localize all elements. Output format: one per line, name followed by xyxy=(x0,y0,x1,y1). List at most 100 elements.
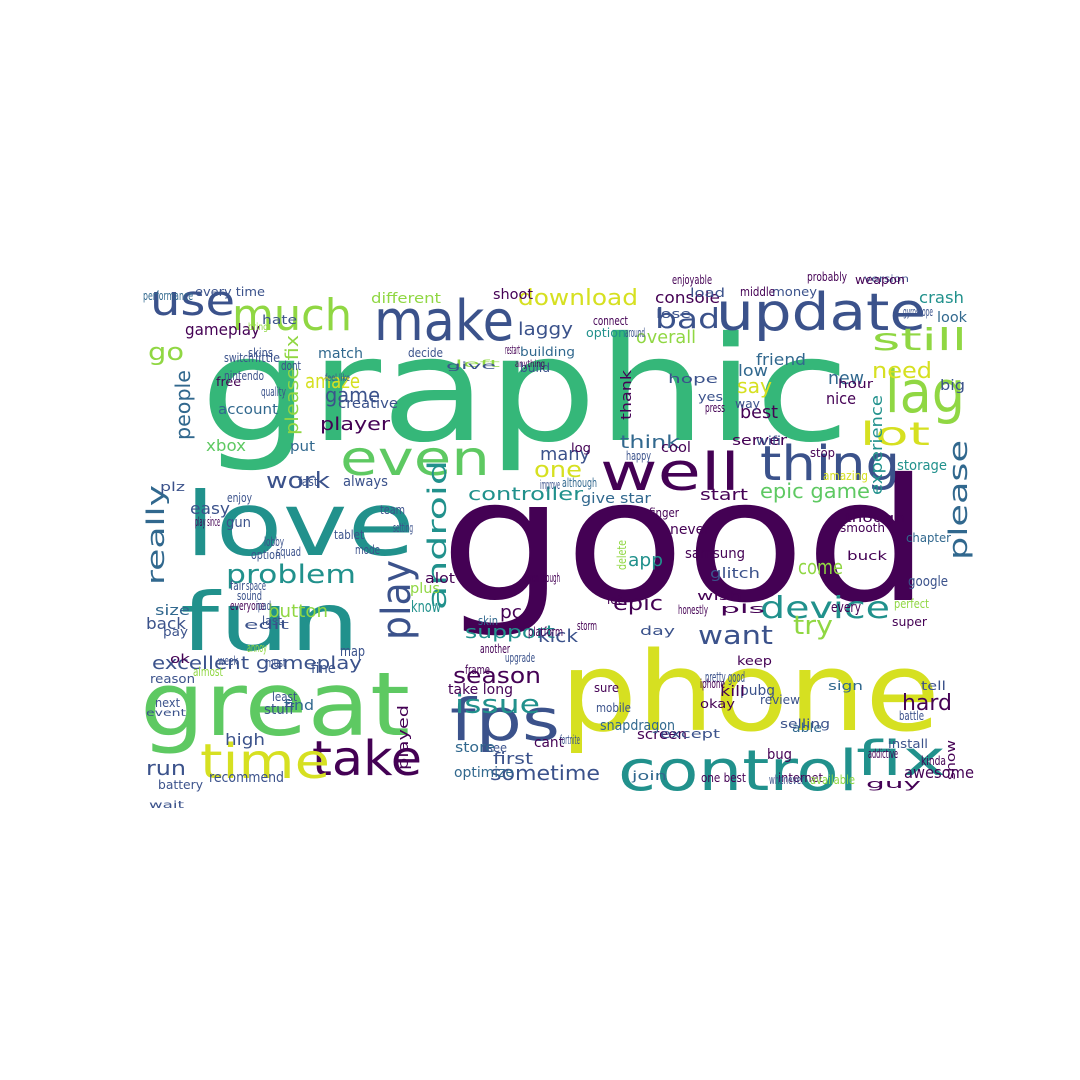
word-around: around xyxy=(625,326,645,340)
word-app: app xyxy=(628,550,663,571)
word-map: map xyxy=(340,644,365,660)
word-fun: fun xyxy=(180,576,360,669)
word-mode: mode xyxy=(355,543,380,557)
word-never: never xyxy=(670,522,710,538)
word-keep: keep xyxy=(737,654,772,668)
word-perfect: perfect xyxy=(894,597,929,611)
word-lag: lag xyxy=(885,358,965,426)
word-pc: pc xyxy=(500,602,522,623)
word-decide: decide xyxy=(408,346,443,360)
word-super: super xyxy=(892,615,927,629)
word-crash: crash xyxy=(919,288,964,307)
word-switch: switch xyxy=(224,351,254,365)
word-know: know xyxy=(411,597,441,616)
word-download: download xyxy=(518,286,638,311)
word-samsung: samsung xyxy=(685,546,745,562)
word-season: season xyxy=(453,664,541,689)
word-gameplay: gameplay xyxy=(185,320,260,339)
word-people: people xyxy=(171,370,195,440)
word-hope: hope xyxy=(668,372,718,386)
word-fortnite: fortnite xyxy=(560,733,580,747)
word-version: version xyxy=(864,274,909,285)
word-play: play xyxy=(374,560,420,640)
word-epic-game: epic game xyxy=(760,479,870,503)
word-log: log xyxy=(571,441,591,455)
word-need: need xyxy=(872,359,932,384)
word-console: console xyxy=(655,288,720,307)
word-selling: selling xyxy=(780,717,830,731)
word-xbox: xbox xyxy=(206,436,246,455)
word-size: size xyxy=(155,603,190,619)
word-really: really xyxy=(142,485,170,585)
word-pls: pls xyxy=(720,602,765,616)
word-skins: skins xyxy=(248,346,273,360)
word-easy: easy xyxy=(190,499,230,518)
word-join: join xyxy=(630,769,667,783)
word-left: left xyxy=(455,359,500,370)
word-building: building xyxy=(520,345,575,359)
word-tell: tell xyxy=(921,679,946,693)
word-internet: internet xyxy=(778,771,823,785)
word-frame: frame xyxy=(465,663,490,677)
word-alot: alot xyxy=(425,571,456,587)
word-epic: epic xyxy=(613,591,663,615)
word-game: game xyxy=(325,383,380,407)
word-connect: connect xyxy=(593,314,628,328)
word-great: great xyxy=(140,653,410,756)
word-fine: fine xyxy=(311,661,336,677)
word-team: team xyxy=(380,503,405,517)
word-fix: fix xyxy=(856,731,946,787)
word-store: store xyxy=(455,740,495,756)
word-give-star: give star xyxy=(581,491,651,507)
word-lobby: lobby xyxy=(264,535,284,549)
word-phone: phone xyxy=(560,628,940,756)
word-excellent-gameplay: excellent gameplay xyxy=(152,653,362,674)
word-pretty-good: pretty good xyxy=(705,670,745,686)
word-sure: sure xyxy=(594,681,619,695)
word-option: option xyxy=(251,548,281,562)
word-plus: plus xyxy=(410,581,440,597)
word-account: account xyxy=(218,402,279,418)
word-see: see xyxy=(487,741,507,755)
word-whenever: whenever xyxy=(769,773,804,787)
word-let: let xyxy=(607,593,622,607)
word-stuff: stuff xyxy=(264,702,294,718)
word-though: though xyxy=(845,511,905,525)
word-think: think xyxy=(620,432,681,453)
word-guy: guy xyxy=(866,777,921,791)
word-day: day xyxy=(640,624,675,638)
word-nintendo: nintendo xyxy=(224,369,264,383)
word-good: good xyxy=(440,443,930,641)
word-first: first xyxy=(493,749,533,768)
word-upgrade: upgrade xyxy=(505,651,535,665)
word-play-since: play since xyxy=(195,515,220,529)
word-even-though: even though xyxy=(525,571,560,585)
word-love: love xyxy=(185,473,415,576)
word-sign: sign xyxy=(828,679,863,693)
word-improve: improve xyxy=(540,478,560,492)
word-please-fix: please fix xyxy=(282,335,303,435)
word-annoy: annoy xyxy=(247,641,267,655)
word-bug: bug xyxy=(767,747,792,763)
word-sometime: sometime xyxy=(490,761,600,785)
word-pubg: pubg xyxy=(740,683,775,699)
word-free: free xyxy=(216,375,241,389)
word-please: please xyxy=(944,440,974,560)
word-buck: buck xyxy=(847,549,887,563)
word-press: press xyxy=(705,401,725,415)
word-google: google xyxy=(908,574,948,590)
word-amaze: amaze xyxy=(305,369,360,393)
word-honestly: honestly xyxy=(678,603,708,617)
word-way: way xyxy=(735,397,760,411)
word-every: every xyxy=(831,600,861,616)
word-make: make xyxy=(374,289,514,354)
word-back: back xyxy=(146,614,187,633)
word-take: take xyxy=(312,731,422,787)
word-mobile: mobile xyxy=(596,701,631,715)
word-amazing: amazing xyxy=(823,469,868,483)
word-kick: kick xyxy=(538,626,579,647)
word-problem: problem xyxy=(226,560,356,590)
word-put: put xyxy=(290,439,316,455)
word-run: run xyxy=(146,756,186,780)
